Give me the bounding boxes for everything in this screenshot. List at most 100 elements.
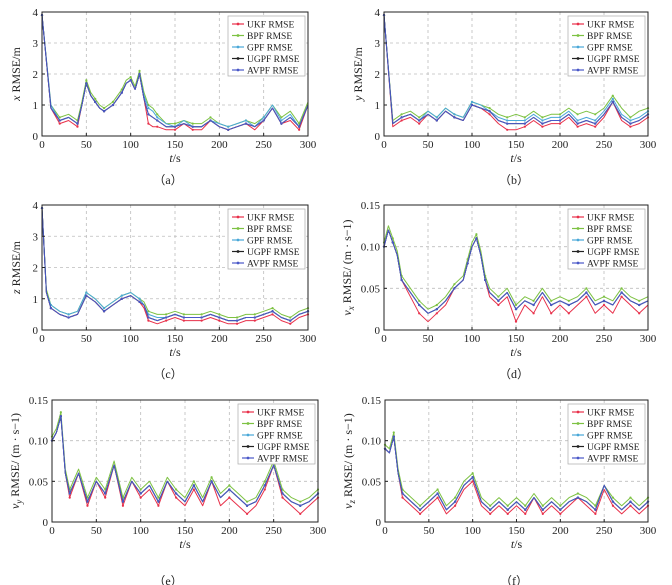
data-point — [182, 319, 185, 322]
x-tick-label: 300 — [300, 139, 317, 151]
data-point — [594, 504, 597, 507]
data-point — [594, 119, 597, 122]
data-point — [299, 500, 302, 503]
legend-marker — [576, 456, 580, 460]
legend-entry: BPF RMSE — [247, 32, 292, 42]
legend-entry: BPF RMSE — [587, 225, 632, 235]
data-point — [94, 100, 97, 103]
data-point — [281, 488, 284, 491]
data-point — [541, 512, 544, 515]
data-point — [209, 119, 212, 122]
data-point — [418, 299, 421, 302]
x-tick-label: 0 — [39, 139, 45, 151]
x-tick-label: 200 — [211, 139, 228, 151]
data-point — [558, 116, 562, 119]
data-point — [611, 100, 614, 103]
data-point — [86, 500, 89, 503]
data-point — [506, 116, 509, 119]
data-point — [558, 119, 562, 122]
data-point — [559, 504, 562, 507]
y-tick-label: 0 — [33, 131, 39, 143]
data-point — [86, 496, 89, 499]
x-axis-label: t/s — [179, 537, 191, 551]
x-tick-label: 300 — [310, 525, 327, 537]
data-point — [629, 500, 632, 503]
legend-marker — [246, 410, 250, 414]
data-point — [506, 122, 509, 125]
data-point — [121, 504, 125, 507]
data-point — [165, 319, 168, 322]
data-point — [280, 119, 283, 122]
x-tick-label: 150 — [177, 525, 194, 537]
x-tick-label: 200 — [552, 525, 569, 537]
data-point — [576, 122, 579, 125]
data-point — [173, 125, 177, 128]
data-point — [175, 492, 178, 495]
data-point — [620, 295, 623, 298]
data-point — [165, 313, 168, 316]
legend-marker — [236, 250, 240, 253]
data-point — [263, 484, 266, 487]
legend-marker — [246, 433, 250, 437]
data-point — [576, 492, 579, 495]
data-point — [497, 295, 500, 298]
data-point — [244, 122, 248, 125]
x-tick-label: 250 — [255, 333, 272, 345]
x-tick-label: 0 — [381, 333, 387, 345]
x-tick-label: 250 — [596, 333, 613, 345]
y-tick-label: 0 — [375, 131, 381, 143]
legend-marker — [236, 57, 240, 60]
data-point — [558, 122, 562, 125]
data-point — [298, 125, 301, 128]
data-point — [227, 128, 230, 131]
data-point — [200, 319, 203, 322]
data-point — [638, 299, 641, 302]
data-point — [182, 316, 185, 319]
data-point — [567, 299, 570, 302]
data-point — [218, 319, 221, 322]
data-point — [156, 119, 159, 122]
data-point — [620, 291, 623, 294]
data-point — [453, 116, 456, 119]
data-point — [418, 504, 422, 507]
data-point — [94, 97, 97, 100]
data-point — [299, 512, 302, 515]
data-point — [139, 496, 142, 499]
data-point — [611, 500, 615, 503]
x-tick-label: 100 — [132, 525, 149, 537]
panel-caption: （b） — [499, 173, 529, 187]
data-point — [514, 308, 518, 311]
data-point — [192, 484, 195, 487]
data-point — [280, 116, 283, 119]
data-point — [524, 508, 527, 511]
legend-entry: UKF RMSE — [247, 21, 294, 31]
data-point — [585, 287, 588, 290]
data-point — [86, 504, 89, 507]
data-point — [401, 496, 404, 499]
data-point — [453, 113, 456, 116]
data-point — [532, 312, 535, 315]
series-line-bpf — [383, 225, 649, 310]
legend-marker — [576, 57, 580, 60]
legend-entry: AVPF RMSE — [587, 260, 639, 270]
data-point — [210, 480, 213, 483]
data-point — [209, 116, 212, 119]
x-tick-label: 100 — [122, 139, 139, 151]
data-point — [85, 294, 88, 297]
data-point — [488, 110, 491, 113]
data-point — [156, 116, 159, 119]
data-point — [120, 294, 123, 297]
y-tick-label: 4 — [33, 200, 39, 212]
x-axis-label: t/s — [169, 345, 181, 359]
data-point — [418, 508, 422, 511]
data-point — [541, 119, 544, 122]
legend-marker — [246, 422, 250, 425]
legend-box — [567, 15, 646, 77]
legend-entry: UKF RMSE — [247, 214, 294, 224]
legend-box — [227, 208, 306, 270]
y-tick-label: 2 — [33, 69, 39, 81]
data-point — [435, 116, 438, 119]
data-point — [541, 116, 544, 119]
